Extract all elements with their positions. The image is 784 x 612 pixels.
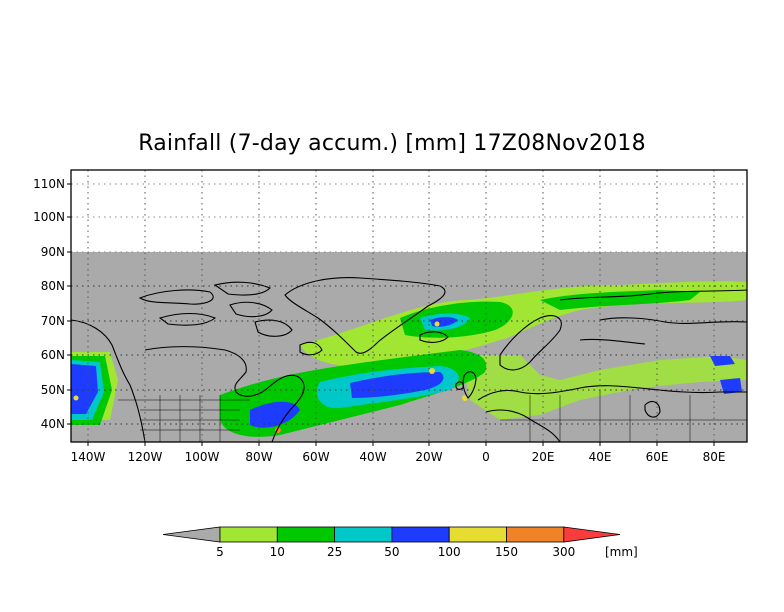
map-title: Rainfall (7-day accum.) [mm] 17Z08Nov201…: [138, 131, 646, 156]
lon-tick-label: 20W: [415, 450, 442, 464]
lon-tick-label: 80E: [703, 450, 726, 464]
map-frame: [70, 169, 748, 443]
legend-overflow-triangle: [563, 526, 621, 543]
legend-swatch: [506, 526, 565, 543]
legend-threshold-label: 100: [438, 545, 461, 559]
lon-tick-label: 20E: [532, 450, 555, 464]
legend-underflow-triangle: [162, 526, 221, 543]
legend-swatch: [448, 526, 507, 543]
legend-swatch: [391, 526, 450, 543]
lat-tick-label: 70N: [41, 314, 65, 328]
lon-tick-label: 60E: [646, 450, 669, 464]
lat-tick-label: 100N: [33, 210, 65, 224]
legend-threshold-label: 50: [384, 545, 399, 559]
lat-tick-label: 40N: [41, 417, 65, 431]
colorbar-legend: [mm] 5 10 25 50 100 150 300: [162, 526, 638, 559]
rainfall-field: [71, 281, 747, 437]
lat-tick-label: 50N: [41, 383, 65, 397]
lon-tick-label: 120W: [128, 450, 163, 464]
legend-threshold-label: 25: [327, 545, 342, 559]
lon-tick-label: 40E: [589, 450, 612, 464]
lon-tick-label: 80W: [245, 450, 272, 464]
lon-tick-label: 100W: [185, 450, 220, 464]
lat-tick-label: 60N: [41, 348, 65, 362]
political-borders: [118, 390, 747, 442]
lat-tick-label: 110N: [33, 177, 65, 191]
lon-tick-label: 0: [482, 450, 490, 464]
legend-swatch: [334, 526, 393, 543]
graticule: [71, 170, 747, 442]
legend-unit: [mm]: [605, 545, 638, 559]
lat-tick-label: 90N: [41, 245, 65, 259]
legend-swatch: [276, 526, 335, 543]
lon-tick-label: 60W: [302, 450, 329, 464]
lon-tick-label: 40W: [359, 450, 386, 464]
coastlines: [71, 277, 747, 442]
legend-threshold-label: 10: [270, 545, 285, 559]
lon-tick-label: 140W: [71, 450, 106, 464]
legend-threshold-label: 150: [495, 545, 518, 559]
longitude-labels: 140W 120W 100W 80W 60W 40W 20W 0 20E 40E 60E 80E: [71, 442, 726, 464]
legend-threshold-label: 300: [552, 545, 575, 559]
empty-upper-region: [71, 170, 747, 252]
legend-swatch: [219, 526, 278, 543]
legend-threshold-label: 5: [216, 545, 224, 559]
lat-tick-label: 80N: [41, 279, 65, 293]
latitude-labels: 110N 100N 90N 80N 70N 60N 50N 40N: [33, 177, 71, 431]
